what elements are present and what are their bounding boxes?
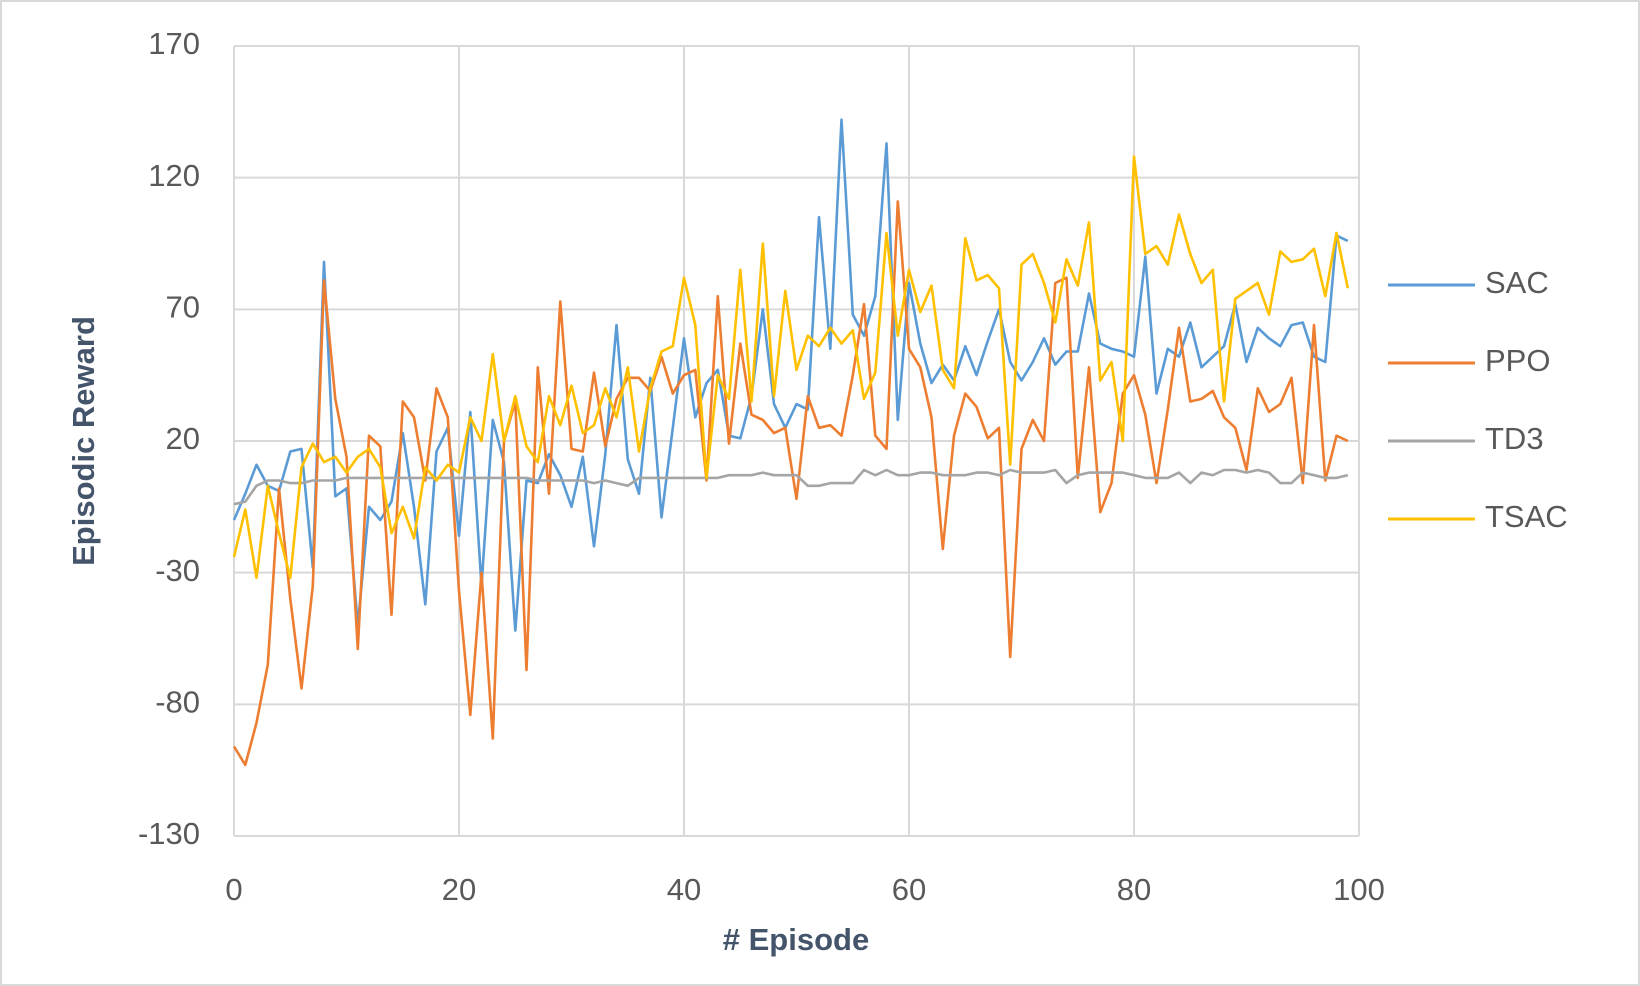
legend-label: SAC [1485, 265, 1549, 300]
x-tick-label: 20 [442, 872, 476, 907]
x-tick-label: 0 [225, 872, 242, 907]
legend-label: TSAC [1485, 499, 1568, 534]
x-tick-label: 100 [1333, 872, 1385, 907]
series-line [233, 468, 1349, 506]
y-axis-title: Episodic Reward [66, 316, 101, 566]
y-tick-label: 120 [148, 158, 200, 193]
y-tick-label: 20 [166, 421, 200, 456]
y-tick-label: -30 [155, 553, 200, 588]
y-tick-label: 70 [166, 290, 200, 325]
series-line [232, 200, 1349, 767]
x-axis-title: # Episode [723, 922, 869, 957]
y-tick-label: -130 [138, 816, 200, 851]
y-tick-label: -80 [155, 685, 200, 720]
legend-label: TD3 [1485, 421, 1544, 456]
x-tick-label: 60 [892, 872, 926, 907]
legend-label: PPO [1485, 343, 1550, 378]
series-line [232, 118, 1349, 632]
x-tick-label: 40 [667, 872, 701, 907]
y-tick-label: 170 [148, 26, 200, 61]
x-tick-label: 80 [1117, 872, 1151, 907]
series-line [232, 155, 1350, 580]
